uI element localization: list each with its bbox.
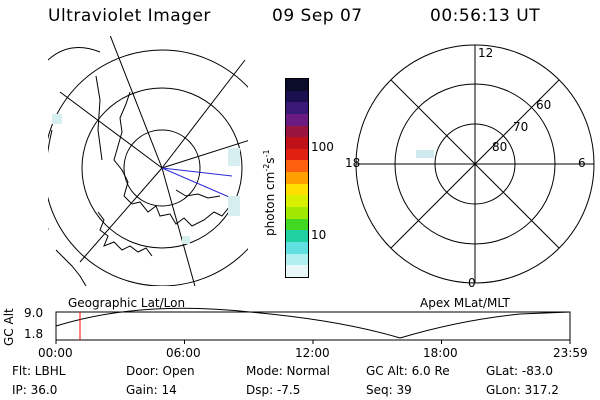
seq-info: Seq: 39 xyxy=(366,383,412,397)
colorbar-swatch xyxy=(286,253,308,266)
meridian xyxy=(109,36,163,169)
colorbar-swatch xyxy=(286,183,308,196)
altitude-curve xyxy=(55,307,571,339)
colorbar-swatch xyxy=(286,195,308,208)
colorbar-swatch xyxy=(286,125,308,138)
lat-circle xyxy=(48,49,248,286)
colorbar-swatch xyxy=(286,172,308,184)
boundary-arc xyxy=(48,47,101,61)
colorbar-unit-label: photon cm-2s-1 xyxy=(262,149,277,236)
colorbar-swatch xyxy=(286,230,308,242)
emission-patch xyxy=(52,114,62,124)
colorbar-swatch xyxy=(286,102,308,114)
time-tick-0000: 00:00 xyxy=(38,346,73,360)
emission-patch xyxy=(182,236,190,244)
coastline xyxy=(55,249,87,286)
boundary-arc xyxy=(48,129,53,230)
timeline-ylabel: GC Alt xyxy=(2,308,16,346)
time-tick-1200: 12:00 xyxy=(295,346,330,360)
colorbar-swatch xyxy=(286,79,308,91)
mode-info: Mode: Normal xyxy=(246,364,330,378)
colorbar-swatch xyxy=(286,148,308,161)
glat-info: GLat: -83.0 xyxy=(486,364,553,378)
filter-info: Flt: LBHL xyxy=(12,364,66,378)
view-direction-line xyxy=(161,167,233,177)
time-tick-2359: 23:59 xyxy=(553,346,588,360)
colorbar-tick-100: 100 xyxy=(311,140,334,154)
colorbar-swatch xyxy=(286,113,308,126)
date-label: 09 Sep 07 xyxy=(272,6,363,26)
colorbar-tick-10: 10 xyxy=(311,228,327,242)
apex-label: Apex MLat/MLT xyxy=(420,296,510,310)
colorbar-swatch xyxy=(286,90,308,103)
view-direction-line xyxy=(161,167,237,201)
emission-patch xyxy=(228,148,240,166)
emission-patch xyxy=(228,196,240,216)
emission-patch xyxy=(416,150,434,158)
colorbar-swatch xyxy=(286,265,308,277)
dsp-info: Dsp: -7.5 xyxy=(246,383,301,397)
colorbar xyxy=(285,78,309,278)
coastline xyxy=(113,91,239,227)
coastline xyxy=(97,211,153,257)
polar-diagonal xyxy=(390,79,560,249)
mlt-label-0: 0 xyxy=(468,276,476,290)
colorbar-swatch xyxy=(286,207,308,219)
timeline-ymin: 1.8 xyxy=(24,327,44,341)
mlat-label-80: 80 xyxy=(492,140,508,154)
glon-info: GLon: 317.2 xyxy=(486,383,559,397)
colorbar-swatch xyxy=(286,137,308,149)
time-tick-1800: 18:00 xyxy=(423,346,458,360)
colorbar-swatch xyxy=(286,160,308,173)
coastline xyxy=(175,189,221,199)
timeline-frame xyxy=(55,311,571,341)
meridian xyxy=(59,91,163,169)
instrument-title: Ultraviolet Imager xyxy=(48,6,211,26)
time-label: 00:56:13 UT xyxy=(430,6,541,26)
meridian xyxy=(161,59,246,169)
meridian xyxy=(79,167,163,263)
meridian xyxy=(161,167,196,286)
timeline-ymax: 9.0 xyxy=(24,306,44,320)
mlt-label-6: 6 xyxy=(578,156,586,170)
lat-circle xyxy=(81,87,243,249)
time-tick-0600: 06:00 xyxy=(166,346,201,360)
mlat-label-60: 60 xyxy=(536,98,552,112)
door-info: Door: Open xyxy=(126,364,195,378)
gain-info: Gain: 14 xyxy=(126,383,177,397)
ip-info: IP: 36.0 xyxy=(12,383,58,397)
mlt-label-12: 12 xyxy=(478,46,494,60)
meridian xyxy=(161,140,248,169)
mlt-label-18: 18 xyxy=(345,156,361,170)
lat-circle xyxy=(123,129,201,207)
geographic-label: Geographic Lat/Lon xyxy=(68,296,186,310)
colorbar-swatch xyxy=(286,218,308,231)
coastline xyxy=(95,75,103,161)
gc-alt-info: GC Alt: 6.0 Re xyxy=(366,364,450,378)
mlat-label-70: 70 xyxy=(513,120,529,134)
colorbar-swatch xyxy=(286,241,308,254)
